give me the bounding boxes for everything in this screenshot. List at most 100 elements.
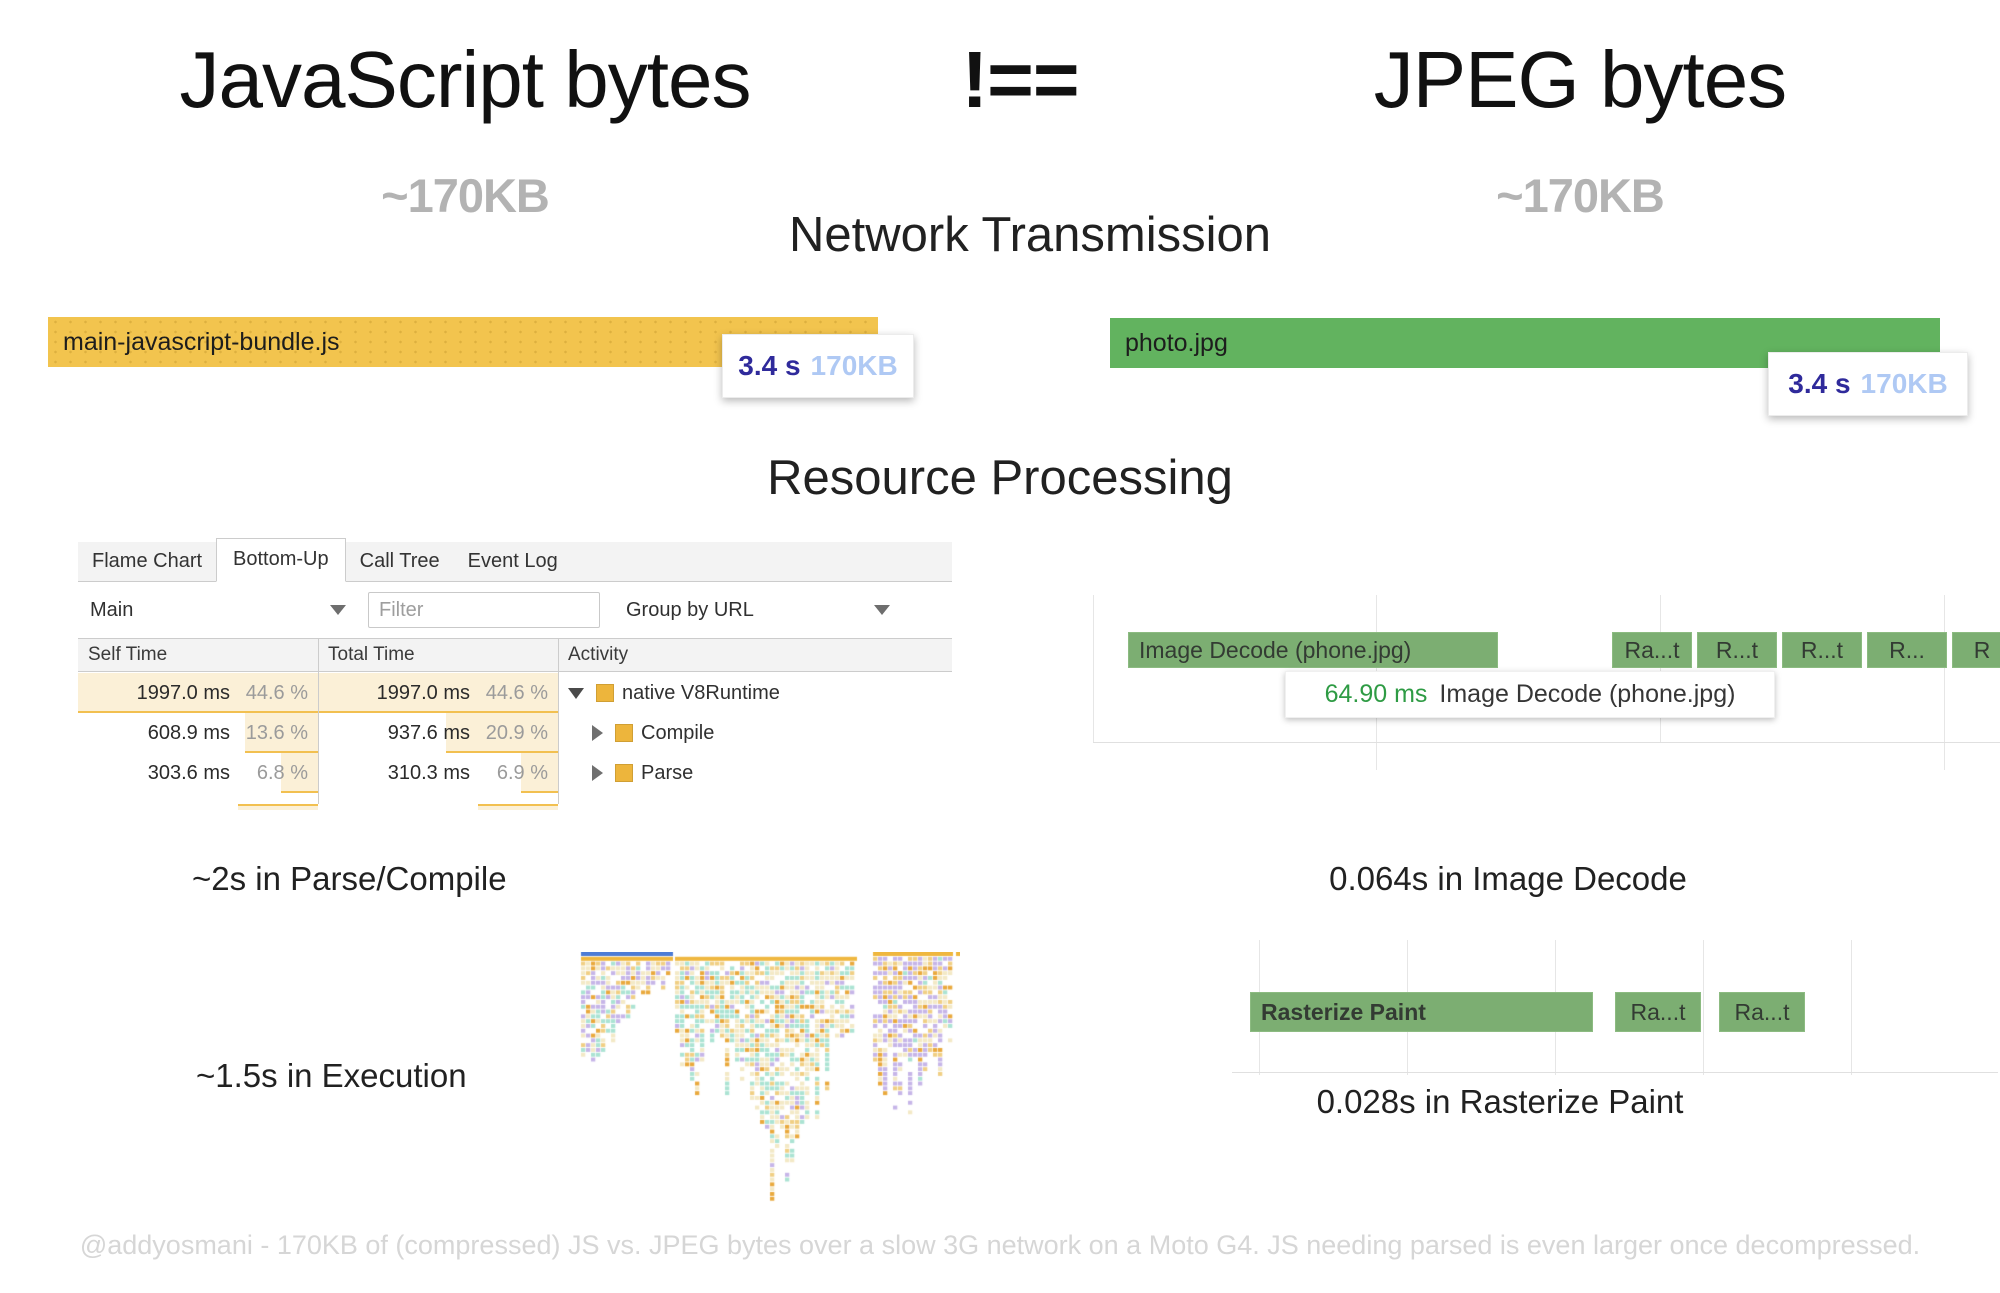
activity-label: Compile bbox=[641, 721, 715, 744]
bar-label: R...t bbox=[1800, 636, 1844, 663]
table-row[interactable]: 303.6 ms 6.8 % 310.3 ms 6.9 % Parse bbox=[78, 753, 952, 793]
jpeg-tooltip-size: 170KB bbox=[1860, 368, 1948, 399]
heat-bar bbox=[78, 673, 318, 713]
activity-color-swatch bbox=[615, 764, 633, 782]
js-network-tooltip: 3.4 s 170KB bbox=[722, 334, 914, 398]
table-header: Self Time Total Time Activity bbox=[78, 638, 952, 672]
heat-bar bbox=[520, 753, 558, 793]
thread-select-value: Main bbox=[90, 598, 134, 621]
table-row[interactable]: 1997.0 ms 44.6 % 1997.0 ms 44.6 % native… bbox=[78, 673, 952, 713]
activity-cell: Compile bbox=[558, 713, 952, 753]
image-decode-bar-label: Image Decode (phone.jpg) bbox=[1139, 636, 1412, 663]
collapse-arrow-icon[interactable] bbox=[568, 687, 584, 699]
devtools-panel: Flame Chart Bottom-Up Call Tree Event Lo… bbox=[78, 537, 952, 810]
gridline bbox=[1093, 595, 1094, 742]
image-decode-bar[interactable]: Image Decode (phone.jpg) bbox=[1128, 632, 1498, 668]
tab-event-log[interactable]: Event Log bbox=[467, 550, 558, 572]
activity-label: Parse bbox=[641, 761, 694, 784]
section-heading-network: Network Transmission bbox=[789, 208, 1271, 262]
gridline bbox=[1660, 595, 1661, 742]
bar-label: R... bbox=[1889, 636, 1925, 663]
expand-arrow-icon[interactable] bbox=[592, 765, 603, 781]
total-time-cell: 1997.0 ms 44.6 % bbox=[318, 673, 558, 713]
self-ms: 608.9 ms bbox=[147, 721, 230, 744]
rasterize-paint-bar[interactable]: Rasterize Paint bbox=[1250, 992, 1593, 1032]
bar-label: Ra...t bbox=[1734, 998, 1790, 1025]
self-time-cell: 608.9 ms 13.6 % bbox=[78, 713, 318, 753]
col-header-activity[interactable]: Activity bbox=[568, 644, 629, 665]
gridline bbox=[1093, 742, 2000, 743]
col-header-self-time[interactable]: Self Time bbox=[88, 644, 168, 665]
raster-event-bar[interactable]: Ra...t bbox=[1719, 992, 1805, 1032]
bar-label: R bbox=[1973, 636, 1991, 663]
expand-arrow-icon[interactable] bbox=[592, 725, 603, 741]
raster-event-bar[interactable]: Ra...t bbox=[1612, 632, 1692, 668]
total-ms: 1997.0 ms bbox=[376, 681, 470, 704]
total-ms: 310.3 ms bbox=[387, 761, 470, 784]
thread-select[interactable]: Main bbox=[78, 599, 346, 622]
bar-label: R...t bbox=[1715, 636, 1759, 663]
self-ms: 1997.0 ms bbox=[136, 681, 230, 704]
footer-credit: @addyosmani - 170KB of (compressed) JS v… bbox=[79, 1230, 1921, 1260]
group-by-select-value: Group by URL bbox=[626, 598, 754, 621]
group-by-select[interactable]: Group by URL bbox=[622, 599, 890, 622]
bar-label: Ra...t bbox=[1630, 998, 1686, 1025]
js-network-bar-label: main-javascript-bundle.js bbox=[63, 327, 340, 356]
js-tooltip-size: 170KB bbox=[810, 350, 898, 381]
self-time-cell: 303.6 ms 6.8 % bbox=[78, 753, 318, 793]
heat-bar-sliver bbox=[478, 804, 558, 810]
self-ms: 303.6 ms bbox=[147, 761, 230, 784]
heat-bar bbox=[318, 673, 558, 713]
bar-label: Ra...t bbox=[1624, 636, 1680, 663]
total-pct: 6.9 % bbox=[496, 761, 548, 784]
raster-event-bar[interactable]: R bbox=[1952, 632, 2000, 668]
total-time-cell: 310.3 ms 6.9 % bbox=[318, 753, 558, 793]
self-time-cell: 1997.0 ms 44.6 % bbox=[78, 673, 318, 713]
caption-execution: ~1.5s in Execution bbox=[196, 1057, 467, 1094]
chevron-down-icon bbox=[330, 605, 346, 615]
tab-bottom-up[interactable]: Bottom-Up bbox=[216, 537, 346, 582]
self-pct: 44.6 % bbox=[245, 681, 308, 704]
table-body: 1997.0 ms 44.6 % 1997.0 ms 44.6 % native… bbox=[78, 673, 952, 804]
page-title-javascript: JavaScript bytes bbox=[179, 35, 752, 124]
devtools-tabbar: Flame Chart Bottom-Up Call Tree Event Lo… bbox=[78, 537, 952, 582]
caption-image-decode: 0.064s in Image Decode bbox=[1329, 860, 1687, 897]
total-ms: 937.6 ms bbox=[387, 721, 470, 744]
section-heading-processing: Resource Processing bbox=[767, 451, 1233, 505]
activity-cell: Parse bbox=[558, 753, 952, 793]
raster-event-bar[interactable]: R...t bbox=[1697, 632, 1777, 668]
total-time-cell: 937.6 ms 20.9 % bbox=[318, 713, 558, 753]
total-pct: 20.9 % bbox=[485, 721, 548, 744]
tab-flame-chart[interactable]: Flame Chart bbox=[92, 550, 203, 572]
page-title-jpeg: JPEG bytes bbox=[1373, 35, 1787, 124]
col-header-total-time[interactable]: Total Time bbox=[328, 644, 415, 665]
not-equals-operator: !== bbox=[961, 35, 1079, 124]
table-row[interactable]: 608.9 ms 13.6 % 937.6 ms 20.9 % Compile bbox=[78, 713, 952, 753]
gridline bbox=[1232, 1072, 1998, 1073]
caption-rasterize: 0.028s in Rasterize Paint bbox=[1316, 1083, 1684, 1120]
caption-parse-compile: ~2s in Parse/Compile bbox=[192, 860, 507, 897]
self-pct: 6.8 % bbox=[256, 761, 308, 784]
self-pct: 13.6 % bbox=[245, 721, 308, 744]
activity-label: native V8Runtime bbox=[622, 681, 780, 704]
js-tooltip-time: 3.4 s bbox=[738, 350, 801, 381]
filter-input[interactable] bbox=[368, 592, 600, 628]
jpeg-network-tooltip: 3.4 s 170KB bbox=[1768, 352, 1968, 416]
activity-color-swatch bbox=[615, 724, 633, 742]
devtools-controls: Main Group by URL bbox=[78, 582, 952, 638]
raster-event-bar[interactable]: Ra...t bbox=[1615, 992, 1701, 1032]
heat-bar bbox=[281, 753, 318, 793]
raster-event-bar[interactable]: R...t bbox=[1782, 632, 1862, 668]
gridline bbox=[1944, 595, 1945, 770]
size-caption-right: ~170KB bbox=[1496, 169, 1665, 222]
tab-call-tree[interactable]: Call Tree bbox=[359, 550, 440, 572]
heat-bar-sliver bbox=[238, 804, 318, 810]
size-caption-left: ~170KB bbox=[381, 169, 550, 222]
heat-bar bbox=[244, 713, 318, 753]
raster-event-bar[interactable]: R... bbox=[1867, 632, 1947, 668]
gridline bbox=[1703, 940, 1704, 1075]
total-pct: 44.6 % bbox=[485, 681, 548, 704]
jpeg-network-bar-label: photo.jpg bbox=[1125, 328, 1228, 357]
activity-color-swatch bbox=[596, 684, 614, 702]
